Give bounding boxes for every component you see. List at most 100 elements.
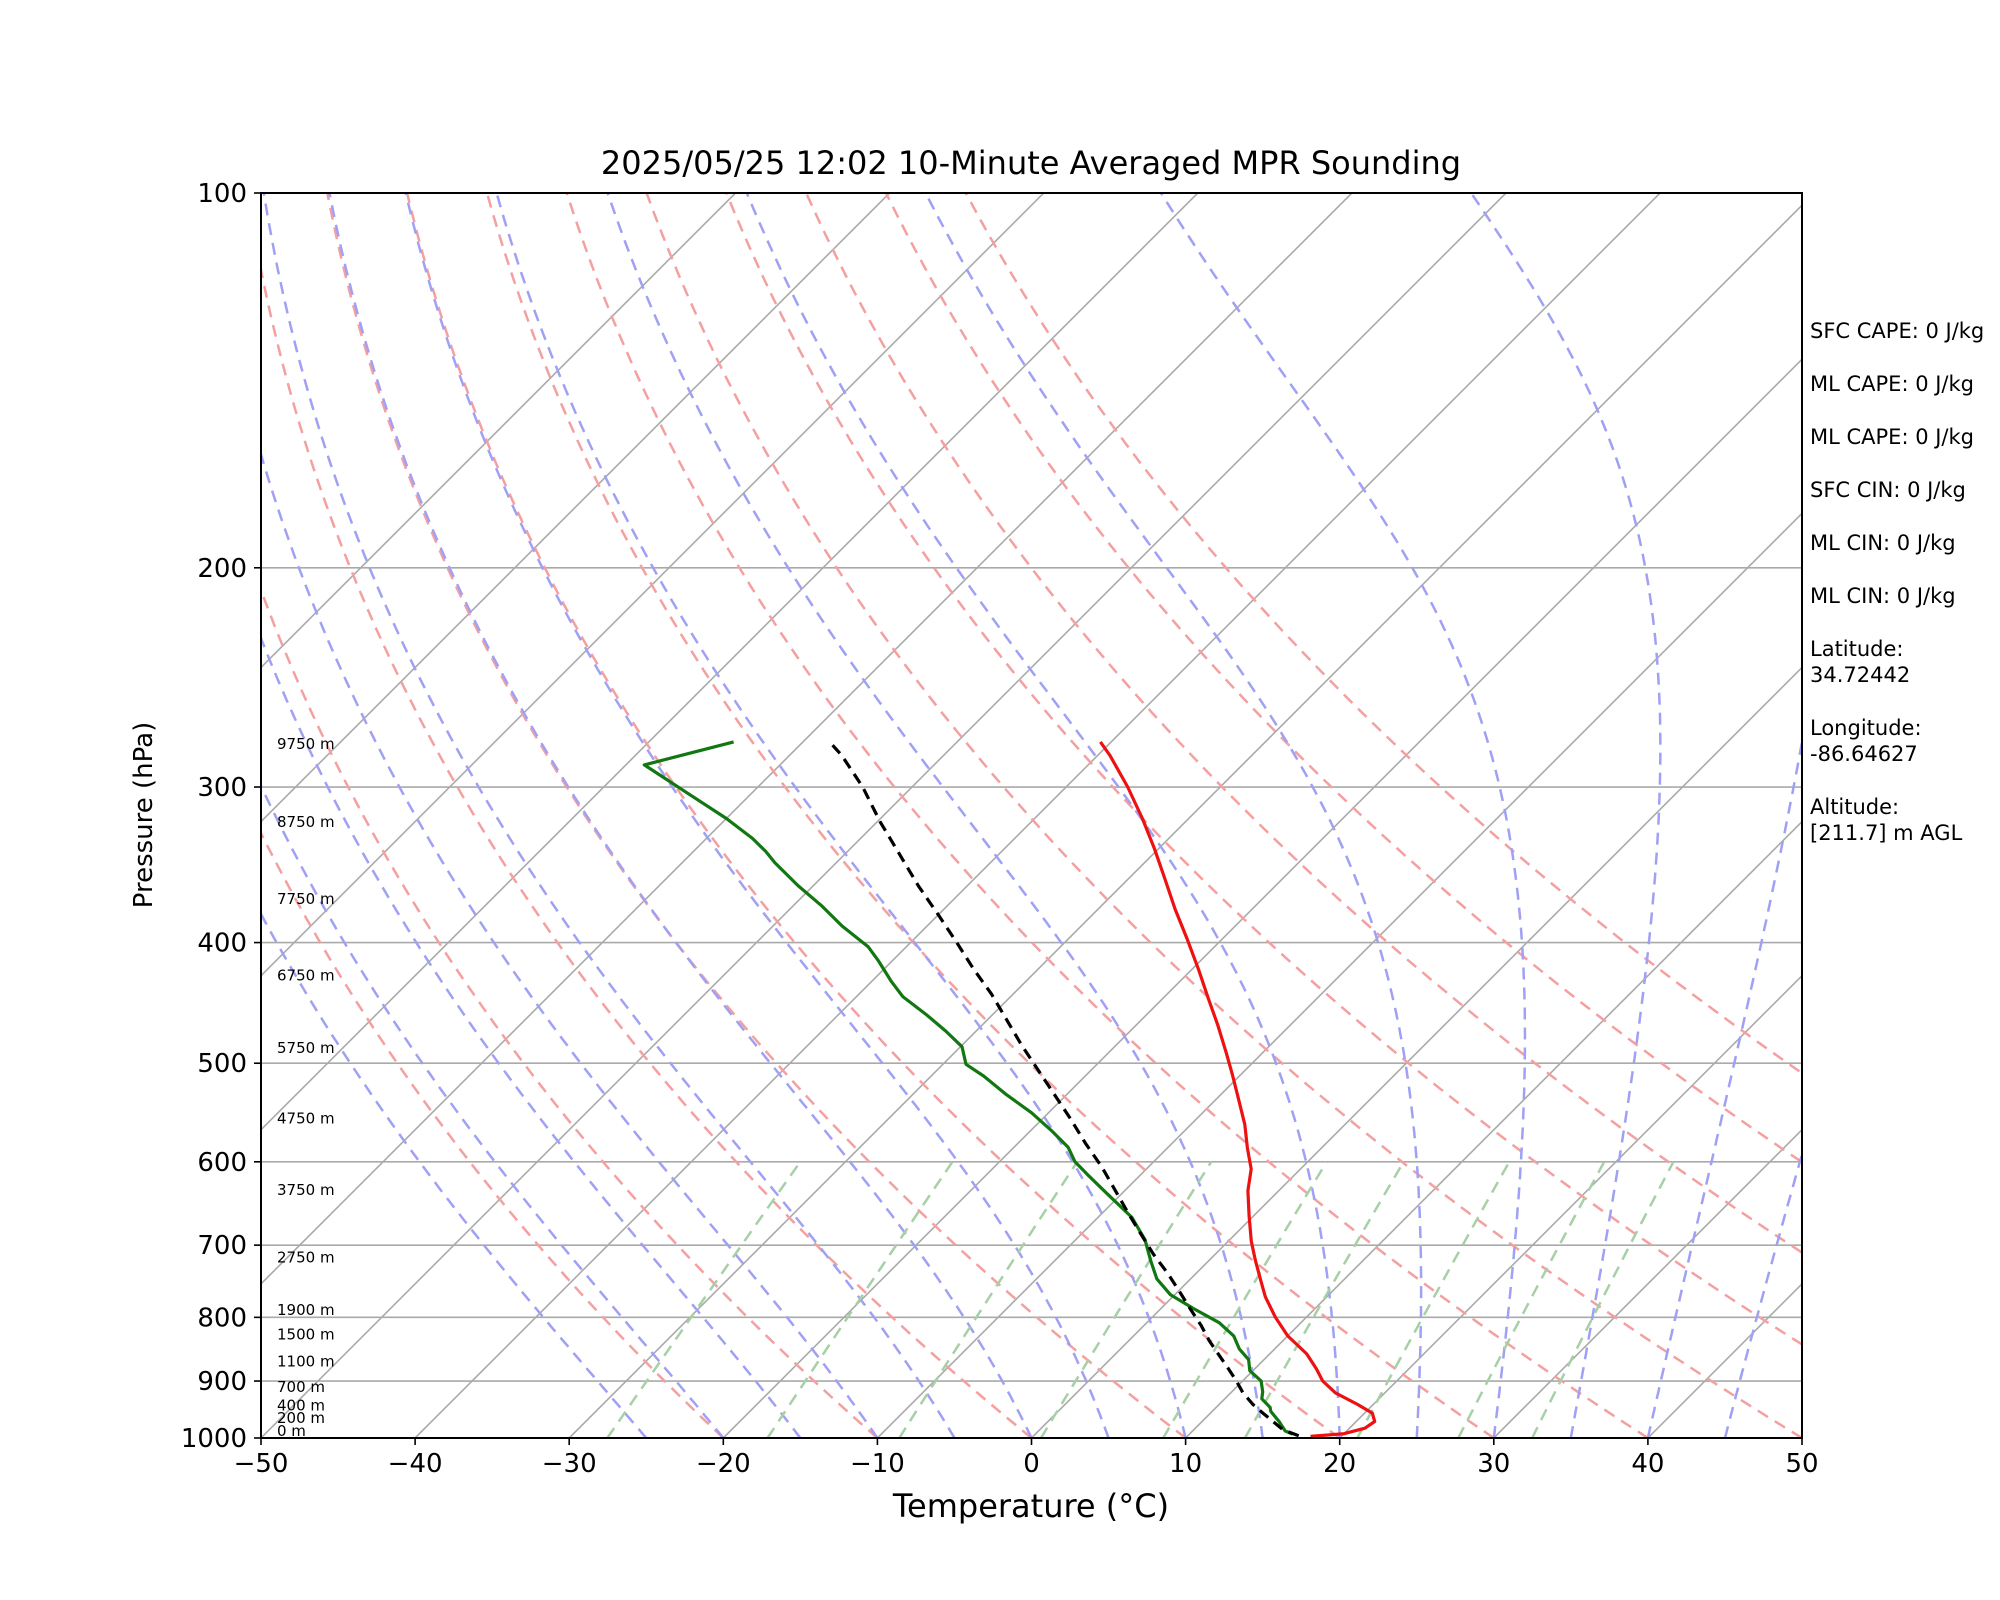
isotherm-line [722, 358, 1802, 1438]
mixing-ratio-line [766, 1161, 954, 1438]
height-label: 1100 m [277, 1352, 335, 1370]
x-axis-label: Temperature (°C) [892, 1487, 1169, 1525]
mixing-ratio-line [1356, 1161, 1511, 1438]
x-tick-label: −40 [388, 1449, 443, 1479]
ml-cape-text-2: ML CAPE: 0 J/kg [1810, 425, 1975, 449]
isotherm-line [261, 193, 737, 669]
moist-adiabat-line [262, 193, 956, 1438]
height-label: 8750 m [277, 813, 335, 831]
altitude-block: Altitude: [211.7] m AGL [1810, 794, 2000, 846]
isotherm-line [261, 193, 1507, 1438]
dewpoint-profile-line [642, 740, 1294, 1436]
isotherm-line [261, 193, 1045, 977]
dry-adiabat-line [645, 193, 1802, 1438]
x-tick-label: −50 [234, 1449, 289, 1479]
isotherm-line [261, 193, 891, 823]
height-label: 400 m [277, 1397, 325, 1415]
dry-adiabat-line [261, 586, 879, 1438]
height-label: 5750 m [277, 1039, 335, 1057]
mixing-ratio-line [898, 1161, 1079, 1438]
isotherm-line [1493, 1128, 1802, 1438]
x-tick-label: 50 [1785, 1449, 1818, 1479]
longitude-label: Longitude: [1810, 716, 1922, 740]
moist-adiabat-line [1723, 1149, 1802, 1438]
isotherm-line [414, 193, 1661, 1438]
isotherm-line [261, 193, 1353, 1286]
dry-adiabat-line [326, 193, 1187, 1438]
mixing-ratio-line [1162, 1161, 1328, 1438]
dry-adiabat-line [485, 193, 1495, 1438]
moist-adiabat-line [745, 193, 1341, 1438]
y-tick-label: 500 [197, 1049, 247, 1079]
height-label: 0 m [277, 1422, 306, 1440]
altitude-value: [211.7] m AGL [1810, 821, 1963, 845]
height-label: 4750 m [277, 1110, 335, 1128]
sfc-cape-text: SFC CAPE: 0 J/kg [1810, 319, 1985, 343]
ml-cape-text: ML CAPE: 0 J/kg [1810, 372, 1975, 396]
height-label: 200 m [277, 1409, 325, 1427]
y-tick-label: 400 [197, 929, 247, 959]
latitude-block: Latitude: 34.72442 [1810, 636, 2000, 688]
height-label: 1900 m [277, 1301, 335, 1319]
moist-adiabat-line [495, 193, 1187, 1438]
height-label: 700 m [277, 1378, 325, 1396]
plot-frame [260, 192, 1803, 1439]
temperature-profile-line [1099, 740, 1377, 1438]
axes: −50 −40 −30 −20 −10 0 10 20 30 40 50 100 200 300 400 50… [181, 179, 1819, 1479]
x-tick-label: −30 [542, 1449, 597, 1479]
y-tick-label: 700 [197, 1231, 247, 1261]
y-axis-label: Pressure (hPa) [129, 722, 159, 909]
isotherm-line [876, 512, 1802, 1438]
y-tick-label: 1000 [181, 1424, 247, 1454]
x-tick-label: −10 [850, 1449, 905, 1479]
x-tick-label: 0 [1023, 1449, 1040, 1479]
dry-adiabat-line [405, 193, 1341, 1438]
altitude-label: Altitude: [1810, 795, 1900, 819]
dry-adiabat-line [884, 193, 1802, 1164]
x-tick-label: 10 [1169, 1449, 1202, 1479]
y-tick-label: 200 [197, 554, 247, 584]
height-label: 3750 m [277, 1181, 335, 1199]
y-tick-label: 300 [197, 773, 247, 803]
y-tick-label: 900 [197, 1367, 247, 1397]
height-label: 2750 m [277, 1248, 335, 1266]
moist-adiabat-line [261, 450, 879, 1438]
parcel-profile-line [826, 738, 1300, 1438]
longitude-block: Longitude: -86.64627 [1810, 715, 2000, 767]
y-tick-label: 100 [197, 179, 247, 209]
x-tick-label: 40 [1631, 1449, 1664, 1479]
mixing-ratio-line [1531, 1161, 1675, 1438]
moist-adiabat-line [404, 193, 1110, 1438]
sounding-info-panel: SFC CAPE: 0 J/kg ML CAPE: 0 J/kg ML CAPE… [1810, 318, 2000, 873]
latitude-label: Latitude: [1810, 637, 1904, 661]
x-tick-label: 20 [1323, 1449, 1356, 1479]
y-tick-label: 600 [197, 1148, 247, 1178]
mixing-ratio-line [1243, 1161, 1405, 1438]
dry-adiabat-line [261, 830, 725, 1438]
latitude-value: 34.72442 [1810, 663, 1911, 687]
ml-cin-text: ML CIN: 0 J/kg [1810, 531, 1956, 555]
dry-adiabat-line [261, 263, 1033, 1438]
background-lines [261, 193, 1802, 1438]
moist-adiabat-line [924, 193, 1423, 1438]
moist-adiabat-line [328, 193, 1033, 1438]
isotherm-line [261, 193, 1199, 1131]
isotherm-line [1030, 666, 1802, 1438]
mixing-ratio-line [1457, 1161, 1606, 1438]
longitude-value: -86.64627 [1810, 742, 1918, 766]
chart-title: 2025/05/25 12:02 10-Minute Averaged MPR … [601, 144, 1461, 182]
isotherm-line [1339, 974, 1802, 1438]
isotherm-line [568, 204, 1802, 1438]
height-label: 9750 m [277, 735, 335, 753]
moist-adiabat-line [606, 193, 1264, 1438]
height-label: 1500 m [277, 1326, 335, 1344]
moist-adiabat-line [1470, 193, 1662, 1438]
y-tick-label: 800 [197, 1303, 247, 1333]
isotherm-line [1185, 820, 1802, 1438]
dry-adiabat-line [805, 193, 1802, 1255]
x-tick-label: −20 [696, 1449, 751, 1479]
dry-adiabat-line [565, 193, 1649, 1438]
moist-adiabat-line [1646, 735, 1802, 1438]
moist-adiabat-line [1159, 193, 1527, 1438]
